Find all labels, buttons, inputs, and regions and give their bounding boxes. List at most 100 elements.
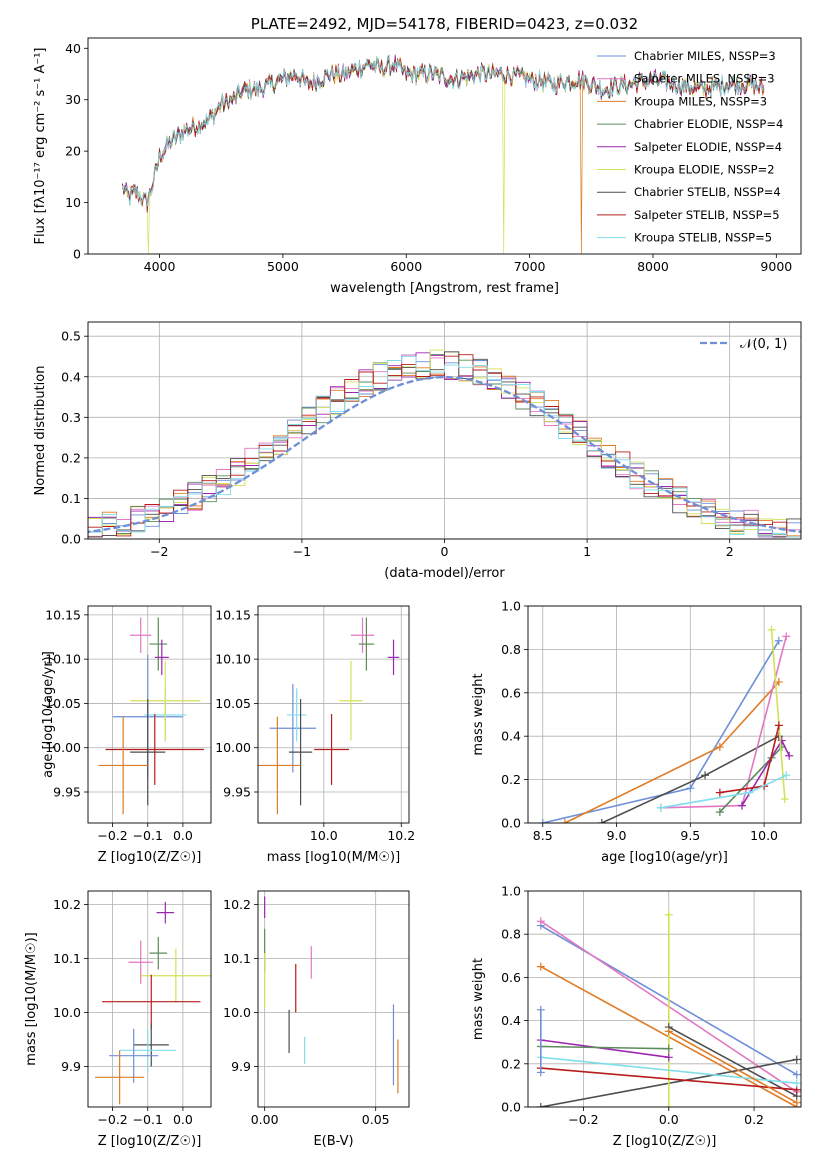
data-point bbox=[536, 962, 545, 971]
panel-3: −0.2 −0.1 0.0 9.95 10.00 10.05 10.10 10.15 Z [lo… bbox=[41, 605, 212, 865]
x-tick-label: −0.1 bbox=[133, 828, 163, 843]
x-tick-label: 1 bbox=[583, 544, 591, 559]
axes-frame bbox=[527, 605, 802, 824]
x-tick-label: −0.2 bbox=[97, 1112, 127, 1127]
y-tick-label: 10.15 bbox=[45, 607, 81, 622]
y-tick-label: 10.00 bbox=[45, 740, 81, 755]
data-point bbox=[767, 625, 776, 634]
x-tick-label: −0.2 bbox=[568, 1112, 598, 1127]
data-point bbox=[536, 1005, 545, 1014]
y-tick-label: 9.95 bbox=[223, 785, 251, 800]
y-tick-label: 10.05 bbox=[45, 696, 81, 711]
legend-label: Salpeter MILES, NSSP=3 bbox=[634, 72, 775, 86]
legend-label: Salpeter ELODIE, NSSP=4 bbox=[634, 140, 782, 154]
y-tick-label: 10 bbox=[65, 195, 81, 210]
data-point bbox=[774, 721, 783, 730]
x-tick-label: 0.2 bbox=[744, 1112, 764, 1127]
series-line bbox=[668, 1026, 798, 1097]
x-tick-label: 9000 bbox=[760, 259, 792, 274]
plot-area bbox=[95, 901, 211, 1105]
y-tick-label: 0.3 bbox=[61, 410, 81, 425]
y-tick-label: 10.0 bbox=[223, 1005, 251, 1020]
data-point bbox=[792, 1055, 801, 1064]
y-axis-label: mass weight bbox=[471, 958, 486, 1040]
y-tick-label: 0.4 bbox=[501, 729, 521, 744]
plot-area bbox=[98, 617, 204, 815]
y-tick-label: 0.0 bbox=[501, 816, 521, 831]
data-point bbox=[536, 1103, 545, 1107]
axes-frame bbox=[87, 321, 802, 540]
legend-label: Kroupa MILES, NSSP=3 bbox=[634, 94, 767, 108]
data-point bbox=[664, 1027, 673, 1036]
legend-label: Salpeter STELIB, NSSP=5 bbox=[634, 208, 780, 222]
data-point bbox=[701, 771, 710, 780]
data-point bbox=[785, 751, 794, 760]
panel-8: −0.2 0.0 0.2 0.0 0.2 0.4 0.6 0.8 1.0 Z [log10(Z/Z… bbox=[471, 884, 802, 1149]
x-tick-label: 9.5 bbox=[680, 828, 700, 843]
x-tick-label: 0.00 bbox=[251, 1112, 279, 1127]
series-line bbox=[540, 1045, 669, 1050]
series-line bbox=[668, 1030, 798, 1104]
x-tick-label: 8000 bbox=[637, 259, 669, 274]
x-axis-label: Z [log10(Z/Z☉)] bbox=[98, 850, 202, 865]
x-tick-label: 0.0 bbox=[173, 828, 193, 843]
y-tick-label: 0.0 bbox=[61, 532, 81, 547]
data-point bbox=[538, 819, 547, 823]
y-tick-label: 30 bbox=[65, 92, 81, 107]
y-tick-label: 1.0 bbox=[501, 599, 521, 614]
y-tick-label: 10.2 bbox=[53, 897, 81, 912]
y-tick-label: 0.6 bbox=[501, 685, 521, 700]
plot-area bbox=[122, 54, 765, 254]
legend-label: 𝒩(0, 1) bbox=[740, 337, 787, 352]
series-line bbox=[540, 1039, 669, 1059]
data-point bbox=[715, 808, 724, 817]
data-point bbox=[664, 1053, 673, 1062]
x-tick-label: 0.05 bbox=[362, 1112, 390, 1127]
x-axis-label: (data-model)/error bbox=[384, 566, 505, 581]
panel-6: −0.2 −0.1 0.0 9.9 10.0 10.1 10.2 Z [log10(Z/Z☉)… bbox=[24, 890, 212, 1149]
panel-1: 4000 5000 6000 7000 8000 9000 0 10 20 30 40 wavelen… bbox=[33, 15, 802, 296]
y-tick-label: 0.8 bbox=[501, 927, 521, 942]
y-axis-label: Flux [fλ10⁻¹⁷ erg cm⁻² s⁻¹ A⁻¹] bbox=[33, 48, 48, 245]
legend-label: Kroupa STELIB, NSSP=5 bbox=[634, 231, 772, 245]
spectrum-line bbox=[122, 55, 765, 207]
data-point bbox=[737, 801, 746, 810]
plot-area bbox=[538, 625, 794, 823]
x-axis-label: E(B-V) bbox=[313, 1134, 353, 1149]
legend-label: Chabrier STELIB, NSSP=4 bbox=[634, 185, 781, 199]
data-point bbox=[686, 784, 695, 793]
x-tick-label: 2 bbox=[726, 544, 734, 559]
x-tick-label: 9.0 bbox=[607, 828, 627, 843]
panel-5: 8.5 9.0 9.5 10.0 0.0 0.2 0.4 0.6 0.8 1.0 age [log1… bbox=[471, 599, 802, 865]
x-tick-label: 0.0 bbox=[659, 1112, 679, 1127]
data-point bbox=[664, 1103, 673, 1107]
x-tick-label: −2 bbox=[150, 544, 168, 559]
x-tick-label: 10.0 bbox=[310, 828, 338, 843]
y-tick-label: 20 bbox=[65, 144, 81, 159]
y-tick-label: 10.05 bbox=[215, 696, 251, 711]
y-tick-label: 9.9 bbox=[61, 1059, 81, 1074]
data-point bbox=[664, 1044, 673, 1053]
axes-frame bbox=[87, 605, 212, 824]
data-point bbox=[536, 1068, 545, 1077]
y-tick-label: 0.6 bbox=[501, 970, 521, 985]
plot-area bbox=[88, 349, 801, 538]
panel-7: 0.00 0.05 9.9 10.0 10.1 10.2 E(B-V) bbox=[223, 890, 410, 1149]
x-tick-label: −0.1 bbox=[133, 1112, 163, 1127]
series-line bbox=[660, 636, 787, 809]
x-axis-label: Z [log10(Z/Z☉)] bbox=[613, 1134, 717, 1149]
data-point bbox=[792, 1079, 801, 1088]
x-axis-label: mass [log10(M/M☉)] bbox=[267, 850, 400, 865]
x-tick-label: 5000 bbox=[267, 259, 299, 274]
axes-frame bbox=[87, 37, 802, 255]
y-tick-label: 0.8 bbox=[501, 642, 521, 657]
data-point bbox=[664, 910, 673, 919]
x-tick-label: 4000 bbox=[144, 259, 176, 274]
x-tick-label: 6000 bbox=[390, 259, 422, 274]
axes-frame bbox=[257, 890, 410, 1108]
axes-frame bbox=[527, 890, 802, 1108]
x-axis-label: Z [log10(Z/Z☉)] bbox=[98, 1134, 202, 1149]
series-line bbox=[540, 1067, 797, 1091]
data-point bbox=[597, 819, 606, 823]
histogram-step bbox=[88, 355, 801, 538]
